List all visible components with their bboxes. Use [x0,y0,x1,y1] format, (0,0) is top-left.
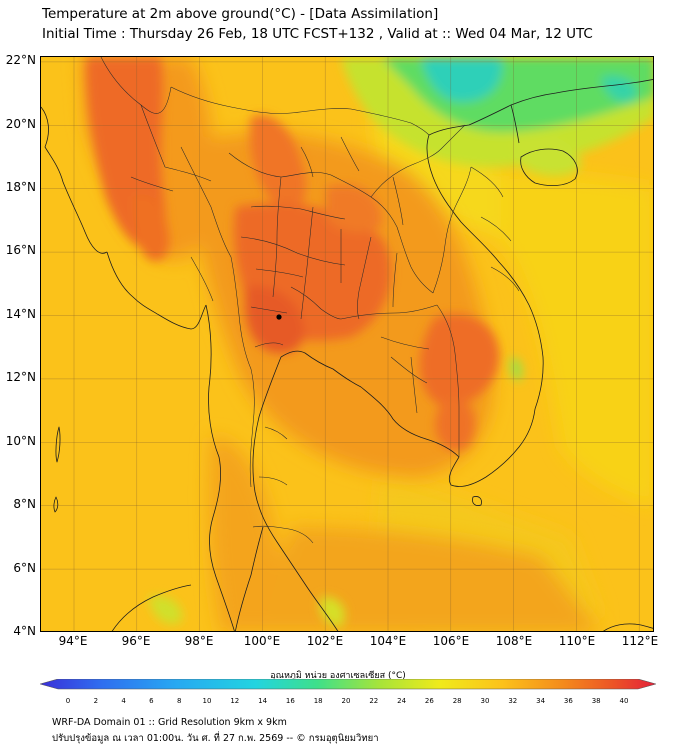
graticule [41,57,653,631]
lon-label-94e: 94°E [58,634,88,648]
temperature-map [40,56,654,632]
colorbar-title: อุณหภูมิ หน่วย องศาเซลเซียส (°C) [270,671,406,681]
colorbar-tick-12: 12 [230,697,240,705]
field-vietnam-green [509,357,523,382]
coastlines [41,79,653,631]
colorbar-body [40,679,656,690]
lat-label-18n: 18°N [5,180,36,194]
field-ne-yellow [371,117,501,237]
field-gulf-green [149,596,182,625]
field-cambodia-hot2 [435,397,475,451]
lat-label-14n: 14°N [5,307,36,321]
field-north-hot [250,115,306,210]
colorbar-tick-14: 14 [258,697,268,705]
lat-label-12n: 12°N [5,370,36,384]
lat-label-22n: 22°N [5,53,36,67]
lat-label-16n: 16°N [5,243,36,257]
colorbar-tick-28: 28 [452,697,462,705]
colorbar-tick-32: 32 [508,697,518,705]
colorbar-tick-4: 4 [121,697,126,705]
lon-label-102e: 102°E [306,634,344,648]
map-title-line2: Initial Time : Thursday 26 Feb, 18 UTC F… [42,26,593,42]
lat-label-8n: 8°N [13,497,36,511]
lon-label-108e: 108°E [495,634,533,648]
colorbar-tick-36: 36 [563,697,573,705]
lon-label-100e: 100°E [243,634,281,648]
colorbar-tick-18: 18 [313,697,323,705]
colorbar-tick-34: 34 [536,697,546,705]
field-scs-yellow [441,172,653,507]
lat-label-20n: 20°N [5,117,36,131]
colorbar-tick-26: 26 [424,697,434,705]
colorbar-tick-24: 24 [397,697,407,705]
country-borders [100,57,520,544]
field-ne-cyan [421,57,502,102]
colorbar-tick-38: 38 [591,697,601,705]
field-laos-hot [326,184,382,233]
field-sea-orange [261,527,600,631]
colorbar-tick-22: 22 [369,697,379,705]
lat-label-6n: 6°N [13,561,36,575]
temperature-field [41,57,653,631]
colorbar-tick-2: 2 [93,697,99,705]
footer-model-info: WRF-DA Domain 01 :: Grid Resolution 9km … [52,717,287,728]
colorbar-tick-20: 20 [341,697,351,705]
lon-label-106e: 106°E [432,634,470,648]
lon-label-110e: 110°E [558,634,596,648]
colorbar-tick-16: 16 [285,697,295,705]
lon-label-112e: 112°E [621,634,659,648]
colorbar [40,679,656,690]
field-myanmar-hot2 [132,194,170,261]
field-bkk-hot [244,286,305,354]
footer-update-info: ปรับปรุงข้อมูล ณ เวลา 01:00น. วัน ศ. ที่… [52,733,379,744]
lat-label-4n: 4°N [13,624,36,638]
bangkok-marker [276,314,282,320]
lon-label-98e: 98°E [184,634,214,648]
field-gulf-green2 [319,596,345,627]
lon-label-104e: 104°E [369,634,407,648]
map-title-line1: Temperature at 2m above ground(°C) - [Da… [42,6,439,22]
lat-label-10n: 10°N [5,434,36,448]
lon-label-96e: 96°E [121,634,151,648]
colorbar-tick-30: 30 [480,697,490,705]
field-cambodia-hot [419,313,500,407]
colorbar-tick-40: 40 [619,697,629,705]
colorbar-tick-0: 0 [65,697,71,705]
colorbar-tick-10: 10 [202,697,212,705]
field-cyan-spot [601,75,637,102]
colorbar-tick-8: 8 [176,697,182,705]
field-hainan-green [511,133,581,177]
colorbar-tick-6: 6 [149,697,154,705]
